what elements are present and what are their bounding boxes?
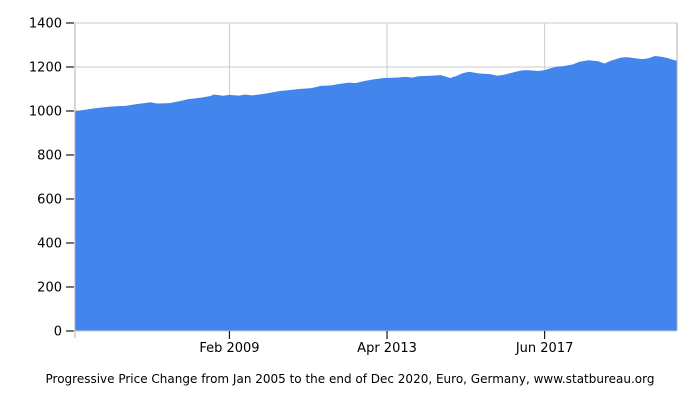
y-axis-label: 200: [37, 281, 62, 296]
x-axis-label: Feb 2009: [199, 341, 259, 356]
chart-caption: Progressive Price Change from Jan 2005 t…: [45, 372, 655, 386]
y-axis-label: 400: [37, 237, 62, 252]
y-axis-label: 800: [37, 149, 62, 164]
y-axis-label: 1200: [29, 61, 62, 76]
y-axis-label: 0: [54, 325, 62, 340]
x-axis-label: Apr 2013: [357, 341, 417, 356]
y-axis-label: 600: [37, 193, 62, 208]
x-axis-label: Jun 2017: [515, 341, 574, 356]
y-axis-label: 1000: [29, 105, 62, 120]
price-area-series: [75, 56, 677, 331]
y-axis-label: 1400: [29, 17, 62, 32]
